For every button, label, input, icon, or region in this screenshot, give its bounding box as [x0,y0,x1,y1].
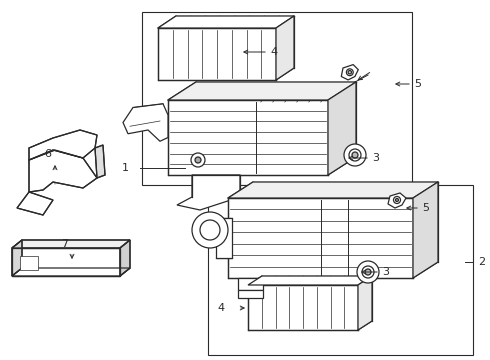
Bar [238,278,263,290]
Polygon shape [342,64,358,80]
Bar [20,256,38,270]
Bar [216,218,232,258]
Circle shape [357,261,379,283]
Bar [238,290,263,298]
Bar [208,185,473,355]
Text: 4: 4 [218,303,225,313]
Text: 2: 2 [478,257,485,267]
Polygon shape [248,276,372,285]
Circle shape [393,197,400,203]
Circle shape [395,198,398,202]
Circle shape [365,269,371,275]
Circle shape [349,149,361,161]
Text: 5: 5 [422,203,429,213]
Circle shape [192,212,228,248]
Polygon shape [228,182,438,198]
Text: 3: 3 [382,267,389,277]
Polygon shape [276,16,294,80]
Text: 6: 6 [45,149,51,159]
Text: 5: 5 [414,79,421,89]
Text: 3: 3 [372,153,379,163]
Circle shape [348,71,351,74]
Polygon shape [95,145,105,178]
Polygon shape [168,100,328,175]
Polygon shape [168,82,356,100]
Bar [164,34,270,74]
Polygon shape [358,276,372,330]
Polygon shape [177,175,240,210]
Circle shape [344,144,366,166]
Polygon shape [388,193,406,208]
Polygon shape [12,240,130,248]
Text: 4: 4 [270,47,277,57]
Polygon shape [248,285,358,330]
Circle shape [195,157,201,163]
Polygon shape [158,28,276,80]
Circle shape [352,152,358,158]
Bar [253,290,353,325]
Polygon shape [413,182,438,278]
Polygon shape [120,240,130,276]
Polygon shape [12,248,120,276]
Polygon shape [158,16,294,28]
Circle shape [191,153,205,167]
Circle shape [200,220,220,240]
Polygon shape [12,240,22,276]
Polygon shape [228,198,413,278]
Polygon shape [29,130,97,160]
Polygon shape [328,82,356,175]
Polygon shape [17,192,53,215]
Polygon shape [29,150,97,192]
Polygon shape [123,104,168,141]
Bar [142,12,412,185]
Polygon shape [12,268,130,276]
Text: 7: 7 [61,239,69,249]
Circle shape [346,69,353,76]
Text: 1: 1 [122,163,129,173]
Circle shape [362,266,374,278]
